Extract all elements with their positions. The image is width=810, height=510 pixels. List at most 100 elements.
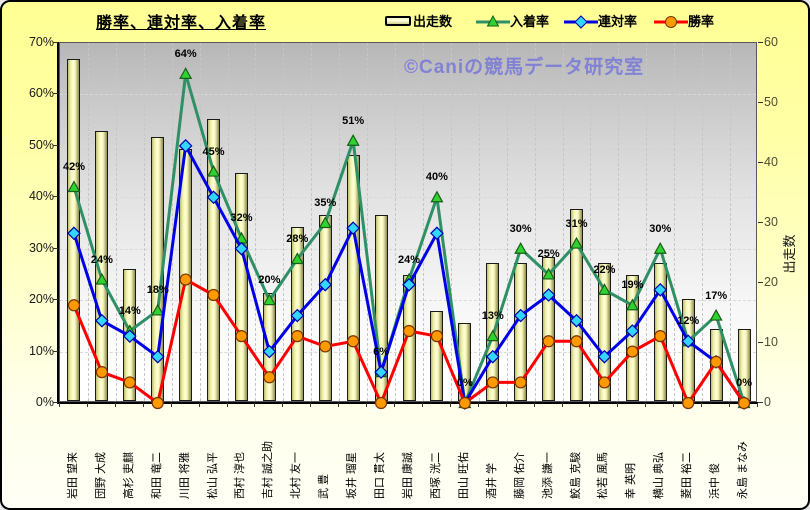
- x-axis-category-label: 永島 まなみ: [737, 440, 750, 499]
- diamond-marker: [206, 190, 221, 205]
- circle-marker: [737, 396, 751, 410]
- diamond-marker: [290, 308, 305, 323]
- data-label: 51%: [342, 114, 365, 127]
- x-tick: [310, 403, 312, 407]
- circle-marker: [598, 376, 611, 389]
- h-gridline: [60, 94, 756, 96]
- left-tick: [53, 196, 58, 198]
- x-axis-category-label: 西村 淳也: [234, 451, 247, 499]
- x-axis-category-label: 池添 謙一: [541, 451, 554, 499]
- data-label: 13%: [481, 310, 504, 323]
- diamond-marker: [346, 221, 361, 235]
- x-tick: [198, 403, 200, 407]
- triangle-marker: [570, 236, 584, 249]
- data-label: 32%: [230, 212, 253, 225]
- x-tick: [282, 403, 284, 407]
- x-axis-category-label: 田山 旺佑: [457, 451, 470, 499]
- circle-marker: [710, 355, 723, 368]
- data-label: 35%: [314, 197, 337, 209]
- v-gridline: [395, 43, 397, 401]
- right-axis-tick-label: 10: [764, 335, 778, 349]
- plot-area: 42% 24% 14% 18% 64% 45% 32% 20% 28% 35% 51% 6% 24% 40…: [59, 42, 757, 410]
- data-label: 6%: [373, 346, 390, 359]
- v-gridline: [506, 43, 508, 401]
- line-series-layer: [67, 67, 751, 410]
- v-gridline: [143, 43, 145, 401]
- x-tick: [561, 403, 563, 407]
- data-label: 31%: [565, 217, 588, 230]
- triangle-marker: [207, 164, 221, 177]
- diamond-marker: [653, 283, 668, 297]
- chart-title: 勝率、連対率、入着率: [96, 15, 267, 32]
- x-axis-category-label: 吉村 誠之助: [262, 440, 275, 499]
- watermark: ©Caniの競馬データ研究室: [404, 57, 645, 78]
- legend-circle-line-icon: [654, 16, 688, 28]
- v-gridline: [367, 43, 369, 401]
- circle-marker: [458, 396, 471, 410]
- x-axis-category-label: 団野 大成: [94, 451, 107, 499]
- right-tick: [758, 282, 763, 283]
- right-tick: [758, 222, 763, 223]
- 勝率-line: [72, 277, 746, 407]
- diamond-marker: [150, 349, 165, 364]
- right-axis-tick-label: 40: [764, 155, 778, 169]
- left-axis-tick-label: 10%: [28, 343, 54, 358]
- data-label: 40%: [425, 171, 448, 184]
- v-gridline: [422, 43, 424, 401]
- triangle-marker: [430, 190, 444, 203]
- left-tick: [53, 93, 58, 95]
- right-tick: [758, 402, 763, 403]
- x-tick: [505, 403, 507, 407]
- left-tick: [53, 299, 58, 301]
- right-tick: [758, 42, 763, 43]
- bottom-axis-line: [57, 402, 758, 404]
- diamond-marker: [262, 344, 277, 359]
- circle-marker: [514, 376, 527, 389]
- v-gridline: [534, 43, 536, 401]
- circle-marker: [374, 396, 388, 410]
- x-axis-category-label: 鮫島 克駿: [569, 451, 582, 499]
- circle-marker: [179, 273, 192, 286]
- x-axis-category-label: 横山 典弘: [653, 451, 666, 499]
- diamond-marker: [541, 288, 556, 302]
- x-tick: [114, 403, 116, 407]
- diamond-marker: [681, 334, 696, 349]
- v-gridline: [283, 43, 285, 401]
- triangle-marker: [67, 180, 81, 193]
- x-axis-category-label: 幸 英明: [625, 462, 638, 499]
- starts-bar: [570, 209, 584, 401]
- starts-bar: [514, 263, 528, 401]
- x-tick: [226, 403, 228, 407]
- left-axis-tick-label: 30%: [28, 240, 54, 255]
- x-tick: [673, 403, 675, 407]
- x-tick: [589, 403, 591, 407]
- legend-label-win-rate: 勝率: [688, 14, 715, 29]
- x-axis-category-label: 和田 竜二: [150, 451, 163, 499]
- v-gridline: [199, 43, 201, 401]
- right-tick: [758, 102, 763, 103]
- diamond-marker: [178, 139, 193, 153]
- v-gridline: [115, 43, 117, 401]
- v-gridline: [590, 43, 592, 401]
- left-tick: [53, 144, 58, 146]
- circle-marker: [235, 330, 248, 343]
- circle-marker: [430, 330, 444, 343]
- starts-bar: [95, 131, 109, 401]
- triangle-marker: [262, 293, 276, 306]
- diamond-marker: [430, 226, 444, 241]
- legend-bar-swatch-icon: [385, 16, 411, 26]
- data-label: 30%: [649, 222, 672, 235]
- triangle-marker: [542, 267, 556, 280]
- data-label: 25%: [537, 248, 560, 261]
- legend-diamond-line-icon: [564, 15, 598, 29]
- data-label: 20%: [258, 274, 281, 287]
- circle-marker: [291, 330, 304, 343]
- x-axis-category-label: 川田 将雅: [178, 451, 191, 499]
- circle-marker: [347, 335, 360, 348]
- right-tick: [758, 342, 763, 343]
- data-label: 12%: [677, 315, 700, 328]
- data-label: 19%: [621, 279, 644, 292]
- v-gridline: [339, 43, 341, 401]
- diamond-marker: [625, 324, 640, 338]
